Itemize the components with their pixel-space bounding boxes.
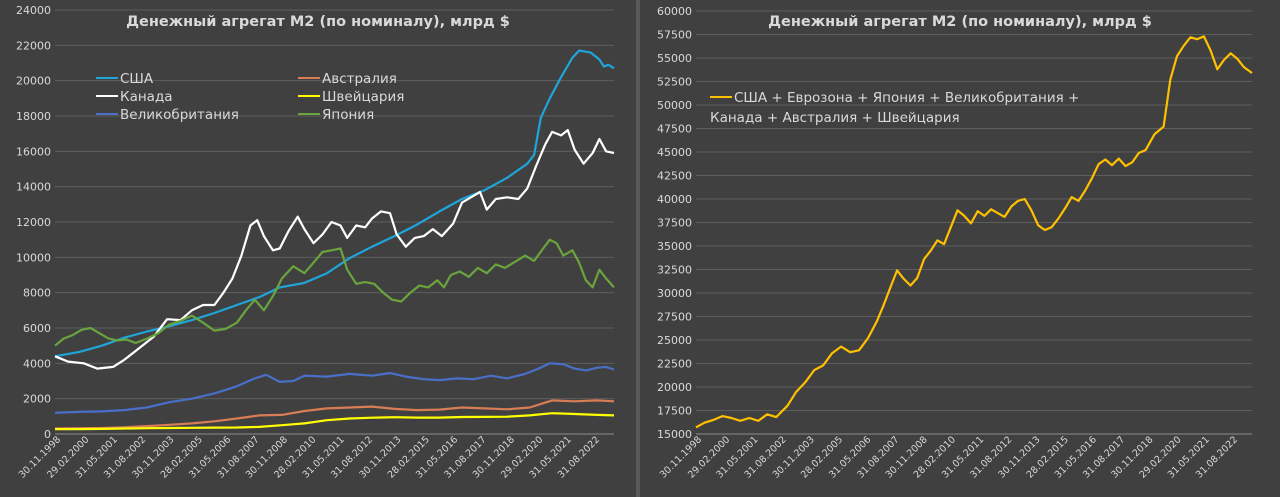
y-tick-label: 20000 xyxy=(16,75,51,88)
left-chart-svg: 0 2000 4000 6000 8000 10000 12000 14000 16000 180… xyxy=(16,4,615,481)
y-tick-label: 12000 xyxy=(16,216,51,229)
legend-label-switzerland: Швейцария xyxy=(322,89,405,105)
legend-swatch-japan xyxy=(298,113,320,115)
legend-swatch-uk xyxy=(96,113,118,115)
right-chart-title: Денежный агрегат M2 (по номиналу), млрд … xyxy=(768,14,1152,30)
y-tick-label: 32500 xyxy=(657,264,692,277)
legend-label-canada: Канада xyxy=(120,89,173,105)
legend-swatch-usa xyxy=(96,77,118,79)
y-tick-label: 18000 xyxy=(16,110,51,123)
y-tick-label: 24000 xyxy=(16,4,51,17)
legend-item-uk: Великобритания xyxy=(96,107,239,123)
legend-item-canada: Канада xyxy=(96,89,173,105)
y-tick-label: 15000 xyxy=(657,428,692,441)
legend-label-australia: Австралия xyxy=(322,71,397,87)
series-line-0-3 xyxy=(54,399,615,430)
legend-item-switzerland: Швейцария xyxy=(298,89,404,105)
y-tick-label: 25000 xyxy=(657,334,692,347)
y-tick-label: 4000 xyxy=(23,357,51,370)
legend-swatch-canada xyxy=(96,95,118,97)
y-tick-label: 22500 xyxy=(657,358,692,371)
y-tick-label: 42500 xyxy=(657,170,692,183)
left-chart-title: Денежный агрегат M2 (по номиналу), млрд … xyxy=(126,14,510,30)
y-tick-label: 17500 xyxy=(657,405,692,418)
series-line-1-0 xyxy=(695,35,1253,429)
legend-item-total: США + Еврозона + Япония + Великобритания… xyxy=(710,88,1130,128)
y-tick-label: 30000 xyxy=(657,287,692,300)
y-tick-label: 37500 xyxy=(657,217,692,230)
legend-item-australia: Австралия xyxy=(298,71,397,87)
y-tick-label: 50000 xyxy=(657,99,692,112)
y-tick-label: 45000 xyxy=(657,146,692,159)
y-tick-label: 55000 xyxy=(657,52,692,65)
y-tick-label: 14000 xyxy=(16,181,51,194)
y-tick-label: 27500 xyxy=(657,311,692,324)
y-tick-label: 0 xyxy=(44,428,51,441)
legend-label-usa: США xyxy=(120,71,154,87)
y-tick-label: 22000 xyxy=(16,39,51,52)
y-tick-label: 6000 xyxy=(23,322,51,335)
y-tick-label: 57500 xyxy=(657,29,692,42)
y-tick-label: 8000 xyxy=(23,287,51,300)
series-line-0-0 xyxy=(54,49,615,358)
y-tick-label: 47500 xyxy=(657,123,692,136)
series-line-0-1 xyxy=(54,129,615,370)
right-chart-svg: 15000 17500 20000 22500 25000 27500 30000 32500… xyxy=(657,5,1253,481)
y-tick-label: 60000 xyxy=(657,5,692,18)
y-tick-label: 16000 xyxy=(16,145,51,158)
legend-swatch-australia xyxy=(298,77,320,79)
y-tick-label: 52500 xyxy=(657,76,692,89)
series-line-0-5 xyxy=(54,238,615,347)
y-tick-label: 35000 xyxy=(657,240,692,253)
legend-label-japan: Япония xyxy=(322,107,375,123)
legend-swatch-switzerland xyxy=(298,95,320,97)
legend-item-japan: Япония xyxy=(298,107,374,123)
right-chart-panel: 15000 17500 20000 22500 25000 27500 30000 32500… xyxy=(640,0,1280,497)
y-tick-label: 2000 xyxy=(23,393,51,406)
y-tick-label: 40000 xyxy=(657,193,692,206)
legend-item-usa: США xyxy=(96,71,153,87)
left-chart-panel: 0 2000 4000 6000 8000 10000 12000 14000 16000 180… xyxy=(0,0,636,497)
legend-label-total: США + Еврозона + Япония + Великобритания… xyxy=(710,90,1080,126)
y-tick-label: 20000 xyxy=(657,381,692,394)
series-line-0-4 xyxy=(55,412,615,431)
series-line-0-2 xyxy=(54,362,615,414)
legend-swatch-total xyxy=(710,96,732,98)
y-tick-label: 10000 xyxy=(16,251,51,264)
legend-label-uk: Великобритания xyxy=(120,107,239,123)
